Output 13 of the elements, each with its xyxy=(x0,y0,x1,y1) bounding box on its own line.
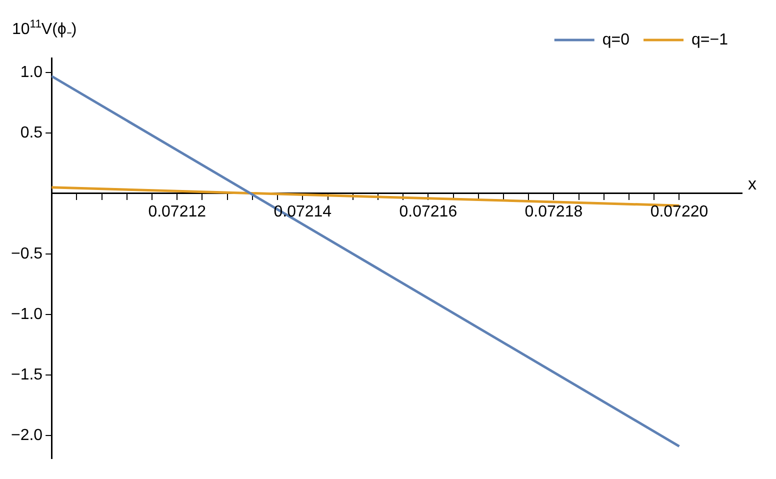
y-tick-label: −2.0 xyxy=(10,426,43,444)
y-tick-label: 1.0 xyxy=(20,64,43,81)
y-tick-label: −1.5 xyxy=(10,366,43,384)
legend-label: q=−1 xyxy=(692,31,728,48)
x-tick-label: 0.07220 xyxy=(650,203,708,220)
x-tick-label: 0.07212 xyxy=(148,203,206,220)
y-tick-label: −0.5 xyxy=(10,245,43,262)
legend-label: q=0 xyxy=(602,31,630,48)
x-tick-label: 0.07216 xyxy=(399,203,458,220)
y-tick-label: −1.0 xyxy=(10,306,43,323)
x-tick-label: 0.07218 xyxy=(524,203,583,220)
y-tick-label: 0.5 xyxy=(20,124,43,142)
x-axis-title: x xyxy=(748,174,757,194)
